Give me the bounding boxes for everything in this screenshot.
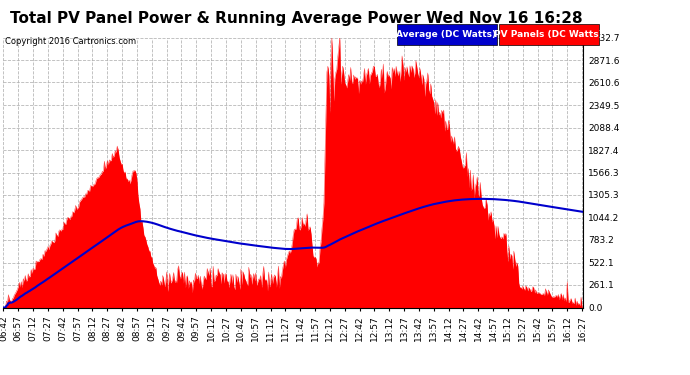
Text: PV Panels (DC Watts): PV Panels (DC Watts) [494,30,603,39]
Text: Copyright 2016 Cartronics.com: Copyright 2016 Cartronics.com [5,38,136,46]
Text: Total PV Panel Power & Running Average Power Wed Nov 16 16:28: Total PV Panel Power & Running Average P… [10,11,583,26]
Text: Average (DC Watts): Average (DC Watts) [396,30,497,39]
